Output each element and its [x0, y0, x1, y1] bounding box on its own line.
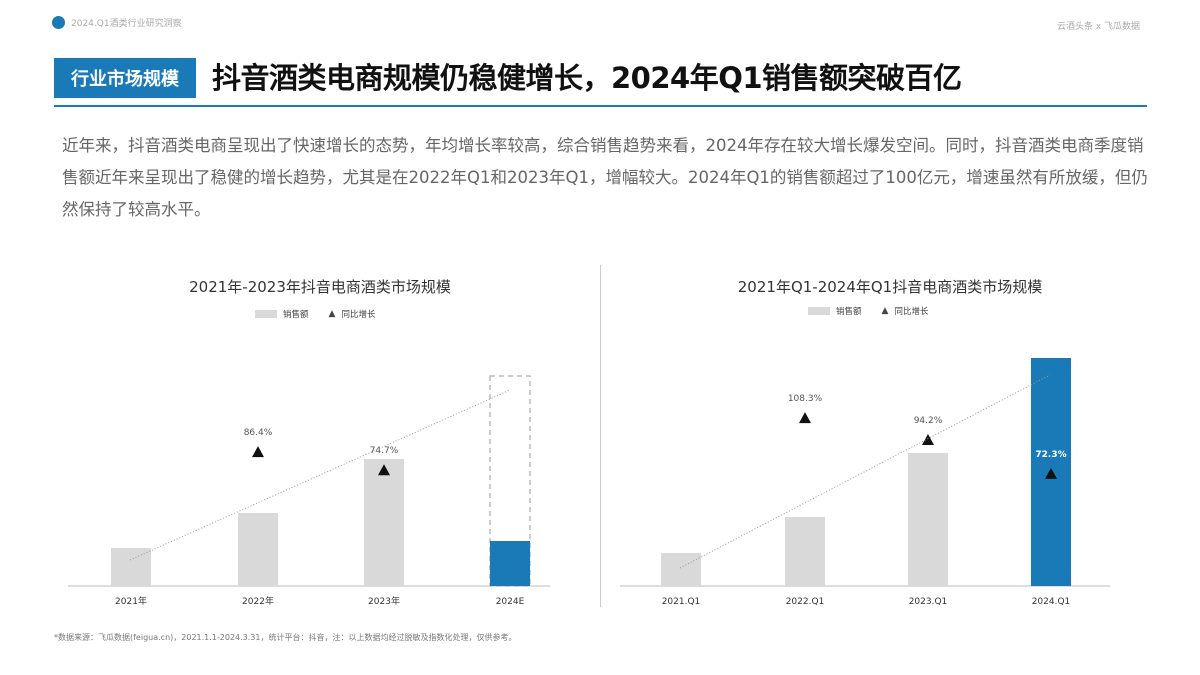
growth-label: 108.3%	[788, 394, 823, 404]
logo-icon	[52, 16, 65, 29]
section-tag: 行业市场规模	[54, 58, 196, 98]
tick-label: 2023年	[368, 595, 400, 607]
chart1-legend: 销售额 ▲ 同比增长	[255, 308, 375, 320]
chart1-title: 2021年-2023年抖音电商酒类市场规模	[189, 278, 451, 296]
bar	[661, 553, 701, 586]
legend-swatch	[808, 307, 830, 315]
growth-marker	[922, 433, 934, 445]
bar	[111, 548, 151, 586]
header-left: 2024.Q1酒类行业研究洞察	[52, 16, 182, 29]
chart2-title: 2021年Q1-2024年Q1抖音电商酒类市场规模	[737, 278, 1043, 296]
legend-sales: 销售额	[283, 310, 309, 320]
tick-label: 2021.Q1	[662, 597, 701, 607]
tick-label: 2023.Q1	[909, 597, 948, 607]
growth-label: 72.3%	[1035, 450, 1066, 460]
triangle-icon: ▲	[328, 309, 336, 319]
summary-paragraph: 近年来，抖音酒类电商呈现出了快速增长的态势，年均增长率较高，综合销售趋势来看，2…	[62, 136, 1148, 219]
triangle-icon: ▲	[881, 306, 889, 316]
title-rule	[54, 105, 1147, 107]
trend-line	[679, 374, 1051, 569]
data-source-note: *数据来源：飞瓜数据(feigua.cn)，2021.1.1-2024.3.31…	[54, 633, 517, 642]
legend-growth: 同比增长	[894, 307, 929, 317]
legend-growth: 同比增长	[341, 310, 376, 320]
bar	[785, 517, 825, 586]
header-right: 云酒头条 x 飞瓜数据	[1056, 22, 1140, 32]
legend-swatch	[255, 310, 277, 318]
tick-label: 2024E	[496, 597, 525, 607]
tick-label: 2021年	[115, 595, 147, 607]
chart-divider	[600, 265, 601, 607]
bar	[908, 453, 948, 586]
page-title: 抖音酒类电商规模仍稳健增长，2024年Q1销售额突破百亿	[212, 61, 962, 95]
trend-line	[129, 389, 511, 561]
growth-marker	[252, 446, 264, 458]
tick-label: 2022年	[242, 595, 274, 607]
growth-marker	[799, 412, 811, 424]
bar-actual	[490, 541, 530, 586]
tick-label: 2024.Q1	[1032, 597, 1071, 607]
bar	[238, 513, 278, 586]
growth-label: 74.7%	[370, 446, 399, 456]
growth-label: 94.2%	[914, 416, 943, 426]
growth-marker	[378, 464, 390, 476]
growth-marker	[1045, 467, 1057, 479]
legend-sales: 销售额	[836, 307, 862, 317]
tick-label: 2022.Q1	[786, 597, 825, 607]
chart2-legend: 销售额 ▲ 同比增长	[808, 305, 928, 317]
bar	[364, 459, 404, 586]
report-name: 2024.Q1酒类行业研究洞察	[71, 19, 182, 29]
growth-label: 86.4%	[244, 428, 273, 438]
